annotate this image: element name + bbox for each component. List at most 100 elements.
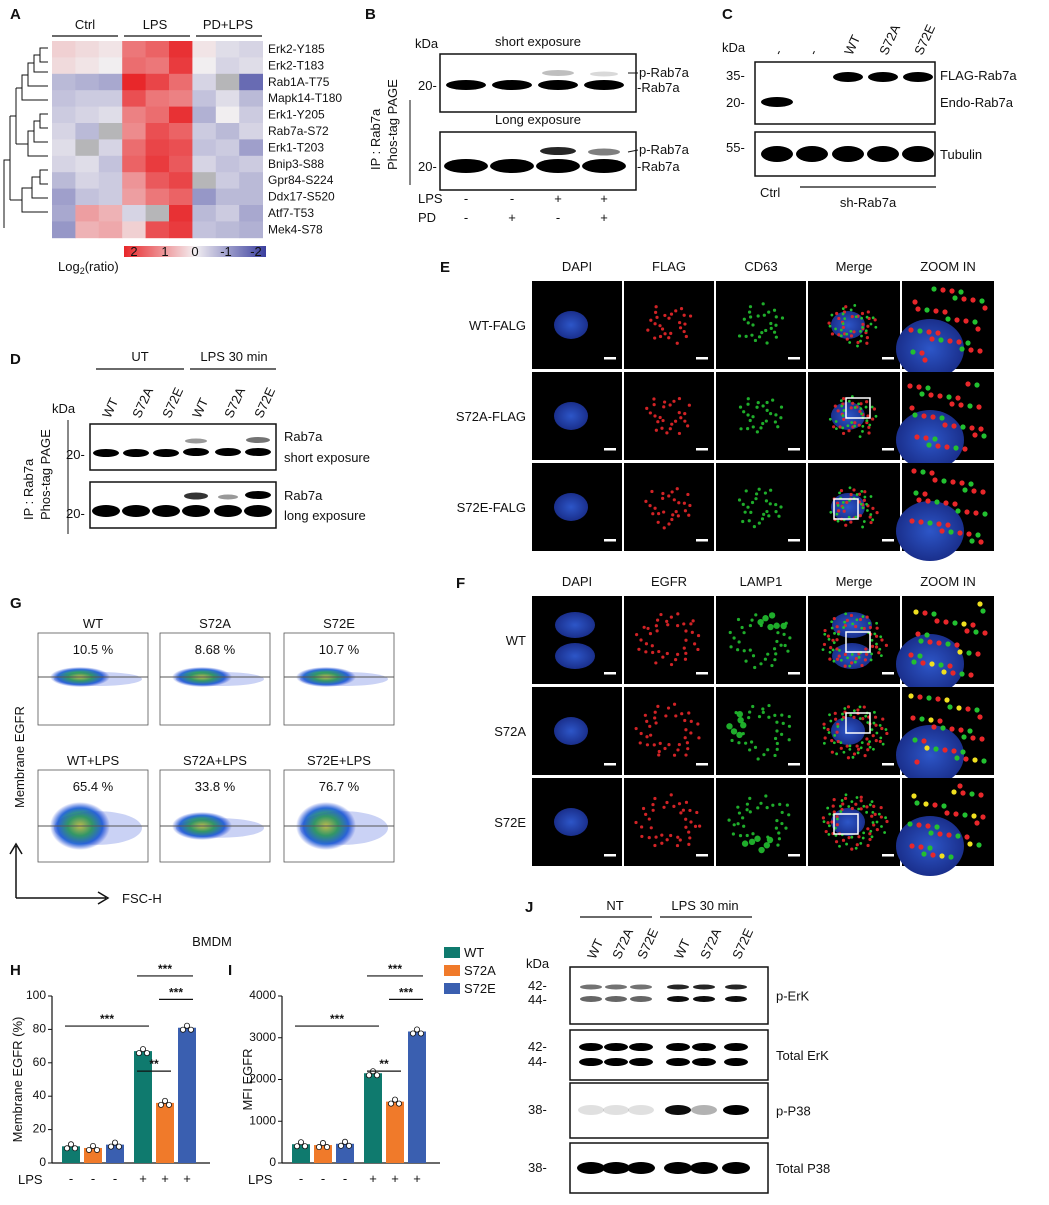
- fluorescent-puncta: [908, 327, 914, 333]
- fluorescent-puncta: [875, 731, 879, 735]
- fluorescent-puncta: [911, 468, 917, 474]
- fluorescent-puncta: [747, 310, 752, 314]
- fluorescent-puncta: [665, 651, 669, 656]
- fluorescent-puncta: [860, 412, 863, 416]
- lps-sign: -: [69, 1171, 73, 1186]
- heatmap-cell: [98, 123, 123, 140]
- fluorescent-puncta: [754, 613, 758, 617]
- fluorescent-puncta: [767, 715, 771, 719]
- band: [693, 984, 715, 990]
- fluorescent-puncta: [929, 470, 935, 476]
- fluorescent-puncta: [868, 745, 872, 749]
- lane-label: S72A: [697, 926, 724, 961]
- fluorescent-puncta: [674, 309, 678, 313]
- fluorescent-puncta: [979, 736, 985, 742]
- fluorescent-puncta: [863, 753, 867, 758]
- fluorescent-puncta: [960, 790, 966, 796]
- fluorescent-puncta: [930, 852, 936, 858]
- fluorescent-puncta: [850, 315, 854, 319]
- fluorescent-puncta: [856, 747, 861, 751]
- fluorescent-puncta: [848, 744, 852, 748]
- fluorescent-puncta: [955, 508, 961, 514]
- heatmap-row-label: Bnip3-S88: [268, 157, 324, 171]
- column-headers: DAPI EGFR LAMP1 Merge ZOOM IN: [562, 574, 976, 589]
- fluorescent-puncta: [767, 623, 774, 631]
- heatmap-cell: [75, 188, 100, 206]
- fluorescent-puncta: [774, 826, 779, 830]
- fluorescent-puncta: [777, 837, 782, 841]
- panel-letter-i: I: [228, 962, 232, 979]
- fluorescent-puncta: [880, 825, 883, 828]
- fluorescent-puncta: [878, 647, 882, 651]
- fluorescent-puncta: [928, 830, 934, 836]
- fluorescent-puncta: [673, 419, 678, 423]
- heatmap-cell: [215, 221, 240, 239]
- fluorescent-puncta: [909, 405, 915, 411]
- fluorescent-puncta: [964, 834, 970, 840]
- fluorescent-puncta: [765, 341, 769, 345]
- fluorescent-puncta: [865, 336, 869, 340]
- band: [690, 1162, 718, 1174]
- flow-density: [176, 672, 264, 686]
- fluorescent-puncta: [676, 514, 680, 518]
- fluorescent-puncta: [861, 322, 865, 326]
- fluorescent-puncta: [859, 402, 863, 406]
- fluorescent-puncta: [647, 836, 651, 840]
- band-label-rab7a: -Rab7a: [637, 159, 680, 174]
- fluorescent-puncta: [764, 419, 768, 423]
- zoom-box: [845, 631, 871, 653]
- fluorescent-puncta: [841, 307, 845, 311]
- column-header: LAMP1: [740, 574, 783, 589]
- flow-density: [176, 818, 264, 838]
- heatmap-cell: [169, 90, 193, 107]
- fluorescent-puncta: [727, 818, 731, 822]
- band: [627, 1162, 655, 1174]
- heatmap-cell: [239, 155, 263, 173]
- fluorescent-puncta: [960, 424, 966, 430]
- fluorescent-puncta: [858, 717, 862, 720]
- fluorescent-puncta: [726, 723, 733, 730]
- fluorescent-puncta: [754, 497, 758, 501]
- heatmap-cell: [192, 90, 217, 107]
- fluorescent-puncta: [942, 309, 948, 315]
- blot-bands-long: [92, 491, 272, 517]
- lane-label: WT: [99, 396, 121, 421]
- heatmap-cell: [98, 139, 123, 157]
- fluorescent-puncta: [683, 718, 687, 723]
- fluorescent-puncta: [948, 854, 954, 860]
- fluorescent-puncta: [742, 317, 746, 321]
- fluorescent-puncta: [863, 658, 867, 662]
- fluorescent-puncta: [841, 500, 845, 504]
- nucleus: [831, 808, 865, 836]
- fluorescent-puncta: [762, 615, 769, 622]
- fluorescent-puncta: [836, 503, 840, 507]
- fluorescent-puncta: [689, 719, 693, 723]
- fluorescent-puncta: [861, 325, 864, 329]
- fluorescent-puncta: [853, 424, 857, 428]
- fluorescent-puncta: [869, 829, 873, 833]
- bar: [134, 1051, 152, 1163]
- fluorescent-puncta: [952, 501, 958, 507]
- fluorescent-puncta: [661, 496, 665, 500]
- fluorescent-puncta: [940, 287, 946, 293]
- fluorescent-puncta: [848, 747, 852, 751]
- fluorescent-puncta: [654, 310, 658, 314]
- fluorescent-puncta: [873, 318, 877, 322]
- fluorescent-puncta: [667, 316, 671, 320]
- fluorescent-puncta: [850, 395, 854, 398]
- heatmap-cell: [215, 172, 240, 189]
- fluorescent-puncta: [855, 493, 859, 496]
- flow-plot-title: WT: [83, 616, 103, 631]
- band: [664, 1162, 692, 1174]
- fluorescent-puncta: [684, 753, 688, 757]
- group-label-lps: LPS 30 min: [671, 898, 738, 913]
- fluorescent-puncta: [660, 833, 664, 837]
- scale-bar: [696, 672, 708, 675]
- band-label-endo: Endo-Rab7a: [940, 95, 1014, 110]
- fluorescent-puncta: [955, 833, 961, 839]
- fluorescent-puncta: [835, 311, 839, 316]
- fluorescent-puncta: [847, 515, 851, 519]
- fluorescent-puncta: [870, 652, 873, 656]
- fluorescent-puncta: [868, 423, 872, 427]
- fluorescent-puncta: [684, 825, 688, 829]
